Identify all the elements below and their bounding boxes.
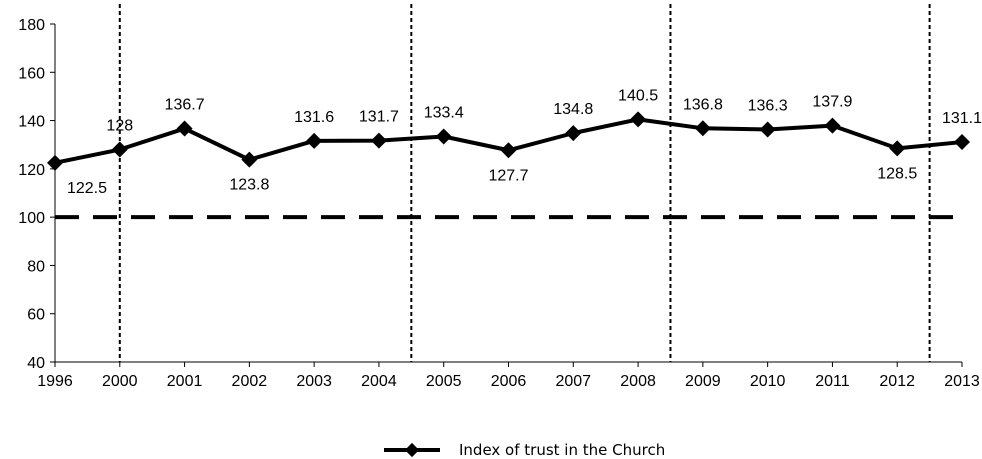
x-tick-label: 2006 — [491, 373, 527, 390]
y-tick-label: 180 — [18, 17, 45, 34]
data-point-marker — [111, 141, 128, 158]
x-tick-label: 2013 — [944, 373, 980, 390]
data-label: 134.8 — [553, 101, 593, 118]
y-tick-label: 60 — [27, 307, 45, 324]
x-tick-label: 2004 — [361, 373, 397, 390]
data-label: 136.3 — [748, 98, 788, 115]
x-tick-label: 2001 — [167, 373, 203, 390]
x-tick-label: 2008 — [620, 373, 656, 390]
y-tick-label: 100 — [18, 210, 45, 227]
y-tick-label: 80 — [27, 258, 45, 275]
x-tick-label: 1996 — [37, 373, 73, 390]
data-point-marker — [435, 128, 452, 145]
data-point-marker — [306, 132, 323, 149]
data-point-marker — [694, 120, 711, 137]
data-label: 133.4 — [424, 105, 464, 122]
data-point-marker — [630, 111, 647, 128]
data-labels: 122.5 128 136.7 123.8 131.6 131.7 133.4 127.7 13… — [67, 87, 982, 196]
x-tick-label: 2005 — [426, 373, 462, 390]
data-label: 136.7 — [165, 97, 205, 114]
y-tick-label: 160 — [18, 65, 45, 82]
data-label: 128.5 — [877, 165, 917, 182]
data-label: 123.8 — [229, 177, 269, 194]
data-label: 122.5 — [67, 180, 107, 197]
data-point-marker — [176, 120, 193, 137]
x-tick-label: 2009 — [685, 373, 721, 390]
axes: 40 60 80 100 120 140 160 180 1996 2000 2001 2002 200… — [18, 17, 980, 390]
x-tick-label: 2007 — [555, 373, 591, 390]
data-label: 131.6 — [294, 109, 334, 126]
data-point-marker — [759, 121, 776, 138]
data-label: 131.7 — [359, 109, 399, 126]
series-group — [47, 111, 970, 171]
data-label: 127.7 — [488, 167, 528, 184]
data-label: 128 — [106, 118, 133, 135]
legend: Index of trust in the Church — [384, 441, 665, 459]
data-point-marker — [824, 117, 841, 134]
data-label: 136.8 — [683, 96, 723, 113]
legend-label: Index of trust in the Church — [459, 441, 665, 459]
x-tick-label: 2000 — [102, 373, 138, 390]
data-label: 137.9 — [812, 94, 852, 111]
data-point-marker — [241, 151, 258, 168]
data-point-marker — [47, 154, 63, 171]
x-tick-label: 2012 — [879, 373, 915, 390]
data-point-marker — [370, 132, 387, 149]
x-tick-label: 2002 — [232, 373, 268, 390]
x-tick-label: 2011 — [815, 373, 850, 390]
data-point-marker — [565, 125, 582, 142]
x-tick-label: 2010 — [750, 373, 786, 390]
data-label: 140.5 — [618, 87, 658, 104]
y-tick-label: 140 — [18, 114, 45, 131]
y-tick-label: 120 — [18, 162, 45, 179]
data-point-marker — [889, 140, 906, 157]
data-point-marker — [954, 134, 970, 151]
x-tick-label: 2003 — [296, 373, 332, 390]
data-point-marker — [500, 142, 517, 159]
y-tick-label: 40 — [27, 355, 45, 372]
data-label: 131.1 — [942, 110, 982, 127]
legend-marker-swatch — [404, 442, 420, 458]
period-separators — [118, 4, 931, 362]
